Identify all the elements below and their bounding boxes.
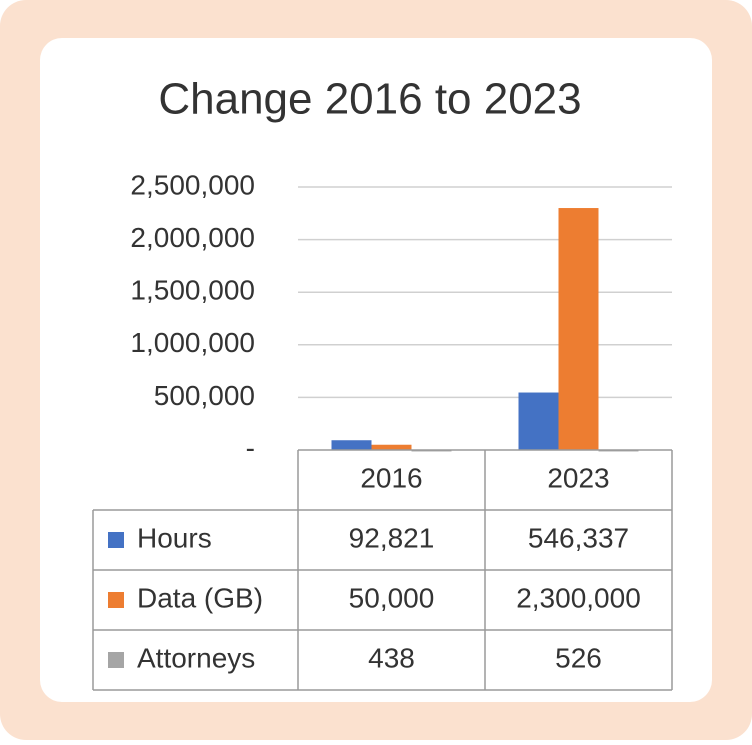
- bar: [558, 208, 599, 450]
- x-tick-label: 2023: [547, 462, 609, 493]
- legend-swatch: [108, 532, 124, 548]
- legend-swatch: [108, 652, 124, 668]
- table-cell: 92,821: [349, 522, 435, 553]
- y-tick-label: 1,500,000: [130, 275, 255, 306]
- bar: [331, 440, 372, 450]
- table-cell: 2,300,000: [516, 582, 641, 613]
- legend-label: Data (GB): [137, 582, 263, 613]
- legend-label: Attorneys: [137, 642, 255, 673]
- y-tick-label: 2,000,000: [130, 222, 255, 253]
- bar: [518, 392, 559, 450]
- chart-title: Change 2016 to 2023: [158, 75, 581, 124]
- y-tick-label: 1,000,000: [130, 327, 255, 358]
- x-tick-label: 2016: [360, 462, 422, 493]
- panel: [40, 38, 712, 702]
- legend-swatch: [108, 592, 124, 608]
- table-cell: 438: [368, 642, 415, 673]
- table-cell: 50,000: [349, 582, 435, 613]
- bar: [371, 444, 412, 450]
- table-cell: 546,337: [528, 522, 629, 553]
- table-cell: 526: [555, 642, 602, 673]
- y-tick-label: -: [246, 432, 255, 463]
- legend-label: Hours: [137, 522, 212, 553]
- y-tick-label: 500,000: [154, 380, 255, 411]
- y-tick-label: 2,500,000: [130, 169, 255, 200]
